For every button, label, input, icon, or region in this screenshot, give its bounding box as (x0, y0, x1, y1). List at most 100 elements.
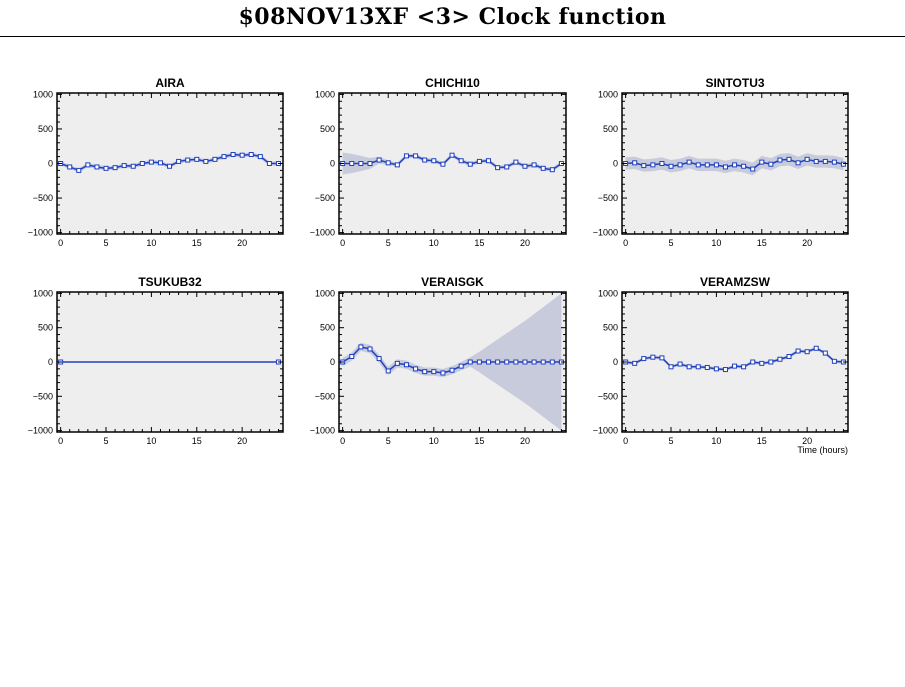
data-point (668, 163, 674, 169)
data-point (376, 157, 382, 163)
data-point (230, 152, 236, 158)
data-point (358, 161, 364, 166)
y-tick-label: 1000 (598, 288, 618, 298)
data-point (413, 366, 419, 372)
data-point (786, 156, 792, 162)
data-point (632, 360, 638, 366)
data-point (677, 162, 683, 168)
data-point (121, 163, 127, 169)
y-tick-label: 0 (613, 159, 618, 169)
data-point (367, 346, 373, 352)
data-point (449, 367, 455, 373)
data-point (786, 354, 792, 360)
x-tick-label: 15 (757, 238, 767, 248)
panel-title: AIRA (155, 76, 185, 90)
data-point (531, 162, 537, 168)
y-tick-label: 500 (603, 323, 618, 333)
data-point (476, 158, 482, 164)
plot-background (57, 93, 283, 234)
x-tick-label: 5 (104, 238, 109, 248)
x-tick-label: 20 (520, 238, 530, 248)
y-tick-label: 0 (613, 357, 618, 367)
data-point (695, 364, 701, 370)
y-tick-label: 1000 (315, 288, 335, 298)
y-tick-label: 500 (38, 323, 53, 333)
data-point (157, 160, 163, 166)
data-point (458, 158, 464, 164)
data-point (194, 156, 200, 162)
y-tick-label: 1000 (33, 288, 53, 298)
x-tick-label: 15 (757, 436, 767, 446)
data-point (403, 362, 409, 368)
y-tick-label: −500 (598, 193, 618, 203)
y-tick-label: −500 (315, 193, 335, 203)
data-point (641, 356, 647, 362)
panel-tsukub32: 0 5 10 15 20 1000 500 0 −500 −1000 TSUKUB32 (28, 275, 284, 446)
data-point (549, 359, 555, 365)
data-point (349, 161, 355, 166)
data-point (840, 161, 846, 167)
x-tick-label: 5 (386, 238, 391, 248)
y-tick-label: −1000 (28, 426, 53, 436)
data-point (531, 359, 537, 365)
data-point (641, 163, 647, 169)
y-tick-label: 0 (48, 357, 53, 367)
data-point (741, 163, 747, 169)
data-point (777, 356, 783, 362)
data-point (650, 162, 656, 168)
y-tick-label: 500 (38, 124, 53, 134)
panel-veraisgk: 0 5 10 15 20 1000 500 0 −500 −1000 VERAISGK (310, 275, 567, 446)
y-tick-label: −1000 (593, 426, 618, 436)
data-point (212, 156, 218, 162)
data-point (831, 159, 837, 165)
panel-title: CHICHI10 (425, 76, 480, 90)
x-tick-label: 0 (58, 436, 63, 446)
x-tick-label: 10 (711, 436, 721, 446)
x-tick-label: 0 (58, 238, 63, 248)
data-point (722, 164, 728, 170)
x-tick-label: 20 (520, 436, 530, 446)
x-tick-label: 20 (237, 436, 247, 446)
data-point (403, 153, 409, 159)
page-title: $08NOV13XF <3> Clock function (238, 4, 667, 30)
y-tick-label: −500 (33, 391, 53, 401)
data-point (540, 359, 546, 365)
plot-background (622, 292, 848, 432)
data-point (112, 165, 118, 171)
data-point (632, 160, 638, 166)
data-point (750, 359, 756, 365)
x-tick-label: 20 (237, 238, 247, 248)
data-point (486, 158, 492, 164)
data-point (413, 153, 419, 159)
data-point (248, 152, 254, 158)
data-point (394, 360, 400, 366)
data-point (732, 363, 738, 369)
data-point (513, 159, 519, 165)
data-point (759, 360, 765, 366)
x-tick-label: 5 (386, 436, 391, 446)
data-point (476, 359, 482, 365)
data-point (394, 162, 400, 168)
data-point (266, 161, 272, 166)
x-tick-label: 5 (104, 436, 109, 446)
data-point (768, 359, 774, 365)
panel-veramzsw: 0 5 10 15 20 1000 500 0 −500 −1000 VERAMZSW Time (h… (593, 275, 849, 455)
y-tick-label: −500 (598, 391, 618, 401)
x-tick-label: 15 (474, 436, 484, 446)
data-point (176, 158, 182, 164)
y-tick-label: 500 (320, 323, 335, 333)
data-point (422, 157, 428, 163)
data-point (504, 164, 510, 170)
data-point (513, 359, 519, 365)
data-point (139, 161, 145, 166)
data-point (495, 359, 501, 365)
data-point (167, 163, 173, 169)
data-point (358, 344, 364, 350)
data-point (385, 368, 391, 374)
panel-title: SINTOTU3 (705, 76, 764, 90)
x-tick-label: 10 (429, 436, 439, 446)
data-point (458, 363, 464, 369)
data-point (686, 364, 692, 370)
data-point (777, 157, 783, 163)
data-point (668, 364, 674, 370)
